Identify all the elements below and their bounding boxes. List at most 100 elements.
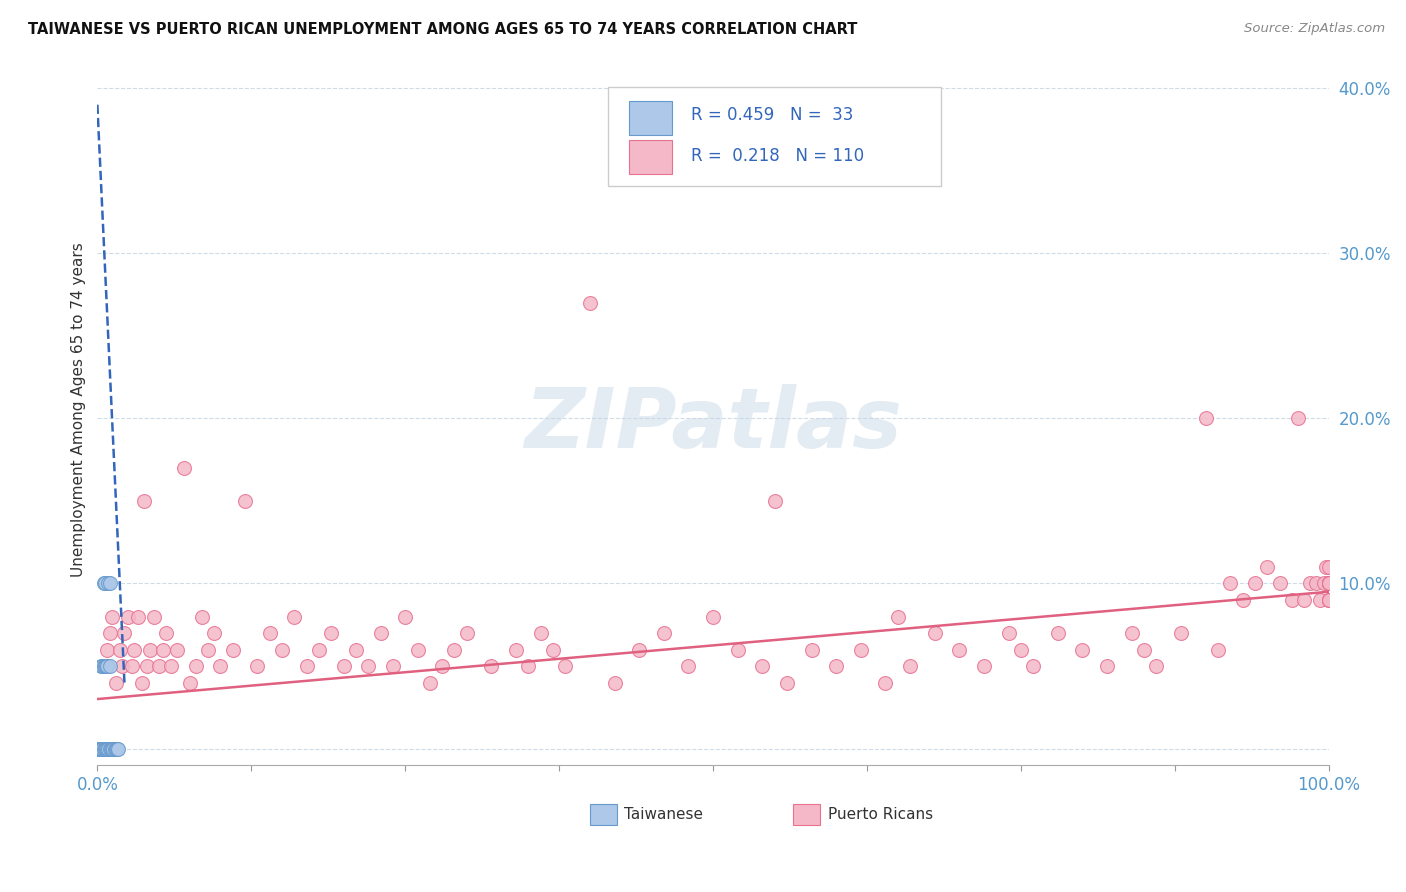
Point [101, 609, 124, 624]
Point [1133, 642, 1156, 657]
Point [148, 659, 170, 673]
Point [554, 659, 576, 673]
Point [90, 659, 112, 673]
Point [98, 741, 121, 756]
Point [89, 741, 111, 756]
Point [202, 626, 225, 640]
Point [1046, 626, 1069, 640]
Point [96, 741, 118, 756]
Point [652, 626, 675, 640]
Point [1317, 593, 1340, 607]
Point [1022, 659, 1045, 673]
Point [517, 659, 540, 673]
Point [91, 741, 114, 756]
Point [89, 741, 111, 756]
Point [308, 642, 330, 657]
Point [751, 659, 773, 673]
Point [505, 642, 527, 657]
Text: Source: ZipAtlas.com: Source: ZipAtlas.com [1244, 22, 1385, 36]
Point [1281, 593, 1303, 607]
Point [481, 659, 503, 673]
Point [91, 741, 114, 756]
Point [825, 659, 848, 673]
Point [898, 659, 921, 673]
Point [97, 741, 120, 756]
Point [96, 642, 118, 657]
Point [233, 494, 256, 508]
Text: R = 0.459   N =  33: R = 0.459 N = 33 [690, 106, 853, 125]
Point [370, 626, 392, 640]
Point [344, 642, 367, 657]
Point [973, 659, 995, 673]
Point [93, 741, 115, 756]
Point [111, 659, 134, 673]
Point [1294, 593, 1316, 607]
Point [321, 626, 343, 640]
Point [104, 675, 127, 690]
Point [173, 461, 195, 475]
Point [1232, 593, 1254, 607]
Point [104, 741, 127, 756]
Point [1170, 626, 1192, 640]
Point [101, 741, 124, 756]
Point [96, 659, 118, 673]
Point [121, 659, 143, 673]
Point [1309, 593, 1331, 607]
Point [166, 642, 188, 657]
Point [89, 741, 111, 756]
Point [1317, 576, 1340, 591]
Point [1315, 560, 1337, 574]
Point [541, 642, 564, 657]
Point [924, 626, 946, 640]
Point [152, 642, 174, 657]
Point [222, 642, 245, 657]
Point [127, 609, 149, 624]
Text: TAIWANESE VS PUERTO RICAN UNEMPLOYMENT AMONG AGES 65 TO 74 YEARS CORRELATION CHA: TAIWANESE VS PUERTO RICAN UNEMPLOYMENT A… [28, 22, 858, 37]
Point [93, 659, 115, 673]
Point [87, 741, 110, 756]
Point [1305, 576, 1327, 591]
Point [727, 642, 749, 657]
Point [1317, 593, 1340, 607]
Point [98, 659, 121, 673]
Point [1317, 576, 1340, 591]
Point [94, 741, 117, 756]
Point [90, 741, 112, 756]
Point [155, 626, 177, 640]
Point [100, 741, 122, 756]
Y-axis label: Unemployment Among Ages 65 to 74 years: Unemployment Among Ages 65 to 74 years [72, 243, 86, 577]
Point [1194, 411, 1216, 425]
Point [114, 626, 136, 640]
Point [107, 741, 129, 756]
Bar [591, 805, 617, 825]
Point [93, 659, 115, 673]
Point [1144, 659, 1167, 673]
Text: Puerto Ricans: Puerto Ricans [828, 807, 932, 822]
Point [849, 642, 872, 657]
Point [93, 576, 115, 591]
Point [332, 659, 354, 673]
Point [93, 576, 115, 591]
Point [117, 609, 139, 624]
Point [628, 642, 651, 657]
Point [104, 741, 127, 756]
Point [283, 609, 305, 624]
Point [1317, 576, 1340, 591]
Bar [630, 101, 672, 135]
Point [443, 642, 465, 657]
FancyBboxPatch shape [609, 87, 941, 186]
Point [1095, 659, 1118, 673]
Point [91, 659, 114, 673]
Point [948, 642, 970, 657]
Point [1317, 576, 1340, 591]
Point [103, 741, 125, 756]
Point [97, 576, 120, 591]
Point [94, 659, 117, 673]
Point [93, 741, 115, 756]
Point [419, 675, 441, 690]
Point [875, 675, 897, 690]
Bar [630, 140, 672, 175]
Point [997, 626, 1019, 640]
Point [763, 494, 786, 508]
Point [1071, 642, 1094, 657]
